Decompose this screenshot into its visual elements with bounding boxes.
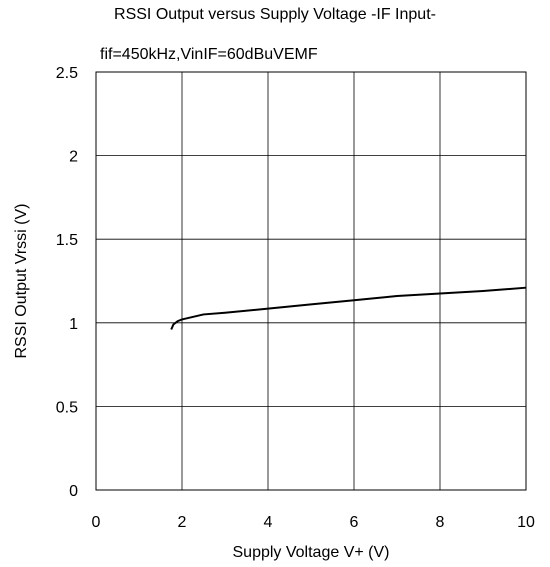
y-tick-label: 0.5 bbox=[56, 399, 78, 416]
x-tick-label: 0 bbox=[92, 514, 101, 531]
x-tick-label: 2 bbox=[178, 514, 187, 531]
y-tick-label: 2 bbox=[69, 149, 78, 166]
x-tick-label: 8 bbox=[436, 514, 445, 531]
chart-title: RSSI Output versus Supply Voltage -IF In… bbox=[114, 6, 436, 23]
x-axis-label: Supply Voltage V+ (V) bbox=[233, 544, 390, 561]
y-tick-label: 1 bbox=[69, 316, 78, 333]
y-tick-labels: 0 0.5 1 1.5 2 2.5 bbox=[56, 65, 78, 500]
x-tick-label: 10 bbox=[517, 514, 535, 531]
y-axis-label: RSSI Output Vrssi (V) bbox=[13, 204, 30, 359]
y-tick-label: 0 bbox=[69, 483, 78, 500]
x-tick-label: 4 bbox=[264, 514, 273, 531]
x-tick-label: 6 bbox=[350, 514, 359, 531]
plot-frame bbox=[95, 71, 527, 491]
y-tick-label: 1.5 bbox=[56, 232, 78, 249]
series-group bbox=[170, 286, 527, 330]
y-tick-label: 2.5 bbox=[56, 65, 78, 82]
series-line bbox=[170, 286, 527, 330]
chart-subtitle: fif=450kHz,VinIF=60dBuVEMF bbox=[100, 46, 318, 63]
x-tick-labels: 0 2 4 6 8 10 bbox=[92, 514, 535, 531]
grid-lines bbox=[96, 72, 526, 490]
